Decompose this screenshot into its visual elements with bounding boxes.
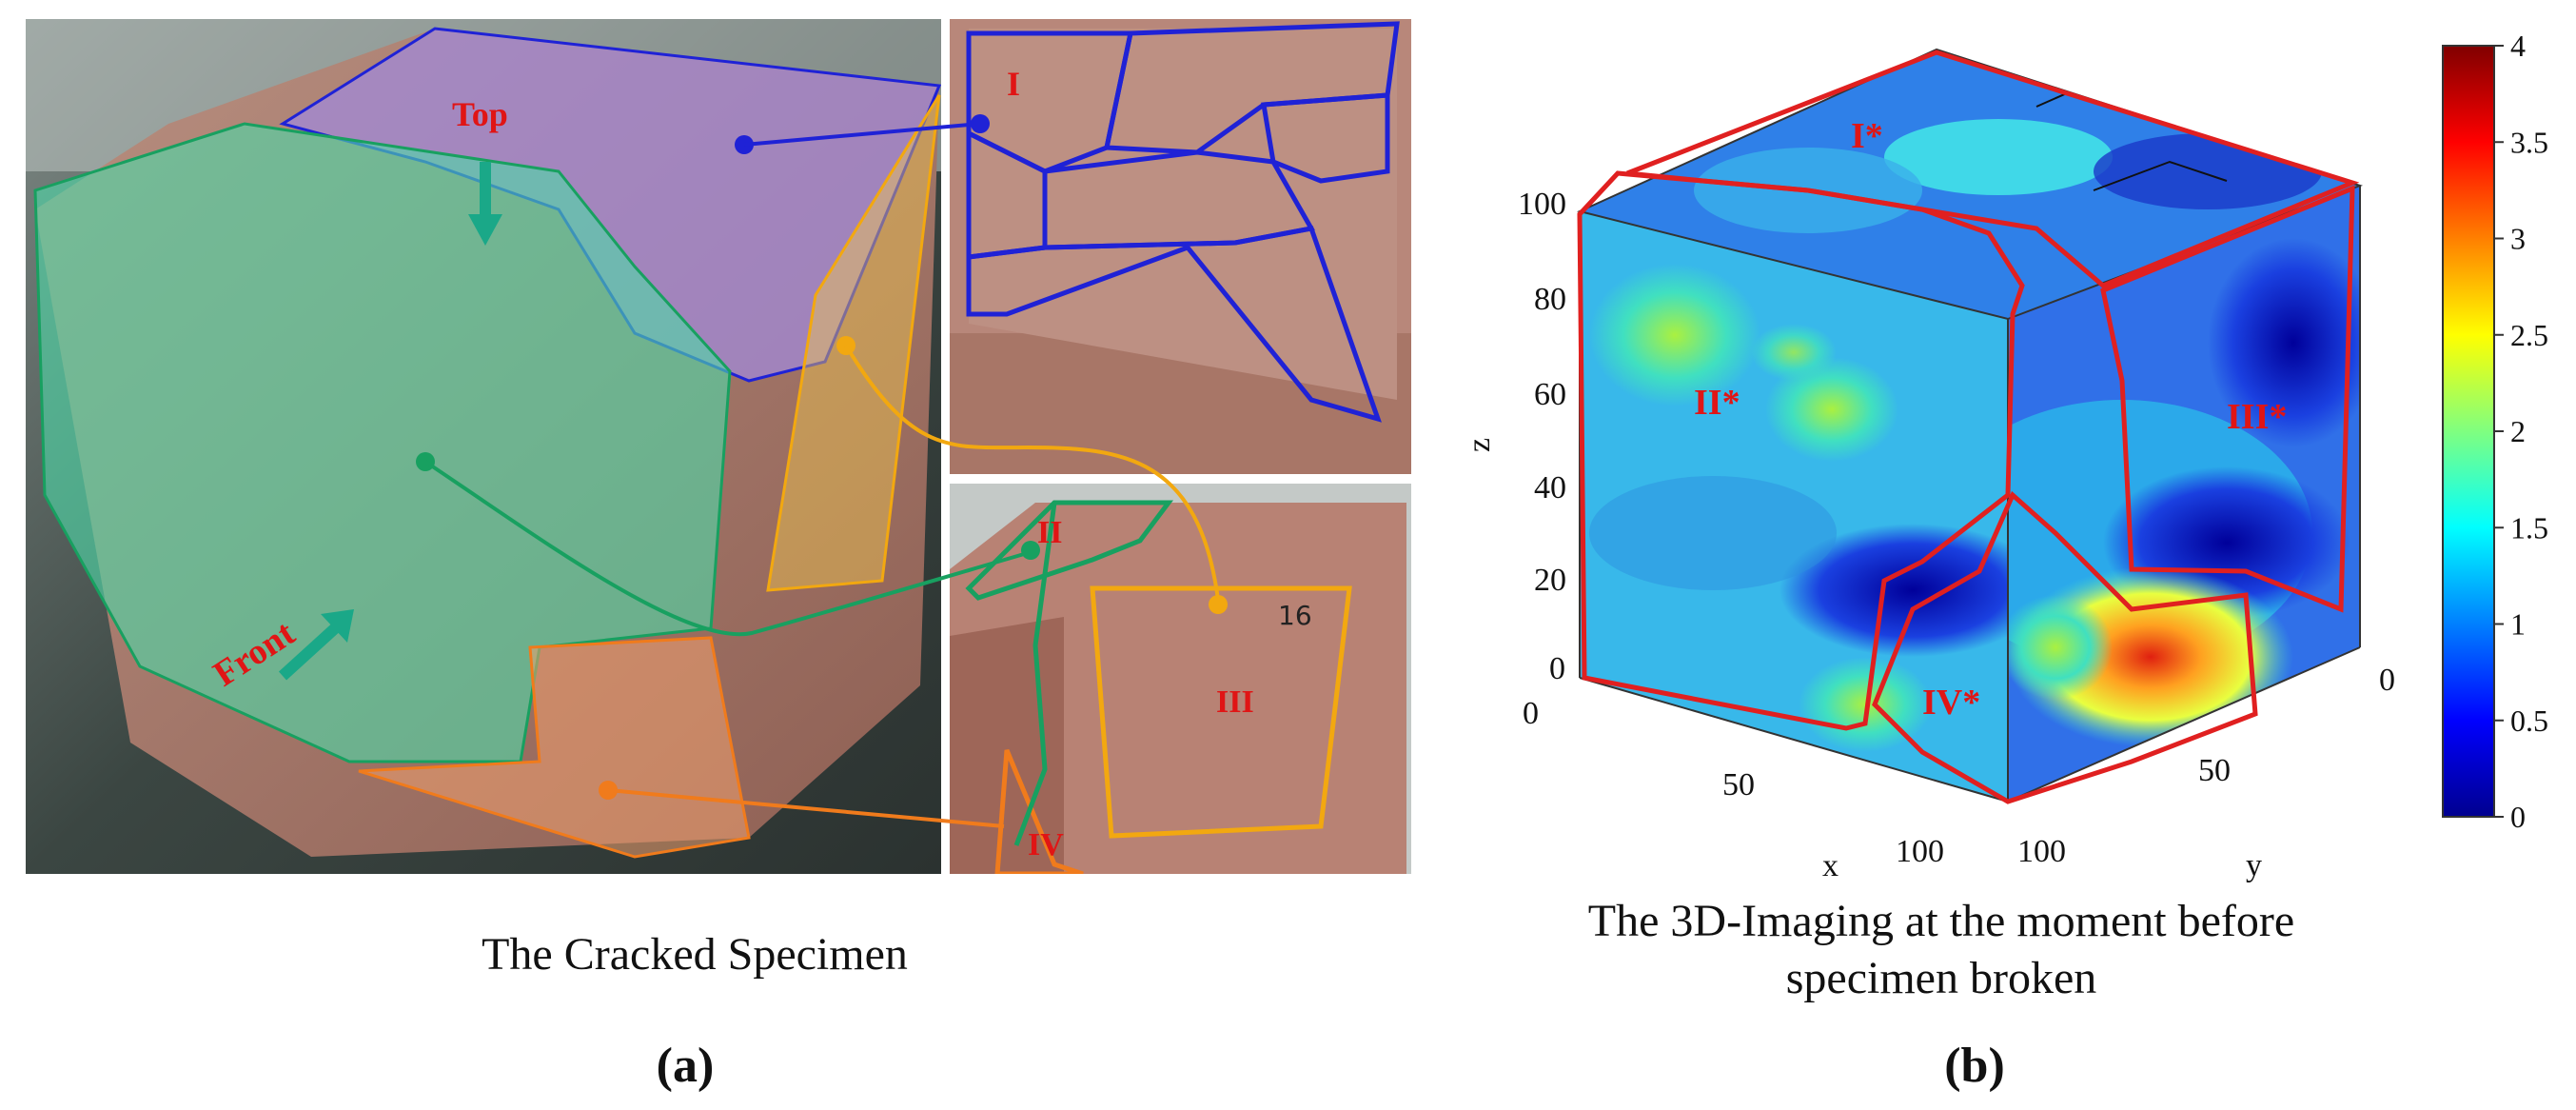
y-tick-50: 50 (2198, 753, 2231, 788)
main-specimen-illustration: Top Front (26, 19, 941, 874)
panel-b: I* II* III* IV* 100 80 60 40 20 0 z 0 50… (1462, 0, 2576, 952)
region-iii-label: III* (2227, 397, 2287, 437)
z-axis: 100 80 60 40 20 0 z (1462, 187, 1566, 686)
region-iii-outline (2100, 185, 2355, 613)
z-tick-80: 80 (1534, 282, 1566, 317)
panel-a-label: (a) (656, 1039, 715, 1093)
face-ii-iii-iv-photo: II III IV 16 (950, 484, 1411, 874)
specimen-mark-16: 16 (1278, 600, 1312, 631)
z-tick-0: 0 (1549, 651, 1565, 686)
x-axis: 0 50 100 x (1523, 696, 1944, 883)
panel-b-label: (b) (1944, 1039, 2005, 1093)
z-tick-60: 60 (1534, 377, 1566, 412)
y-tick-0: 0 (2379, 663, 2395, 698)
panel-b-caption-line1: The 3D-Imaging at the moment before (1587, 896, 2295, 946)
face-i-illustration: I (950, 19, 1411, 474)
colorbar-tick-label: 2.5 (2510, 318, 2548, 352)
colorbar-tick-label: 3 (2510, 222, 2526, 256)
z-tick-100: 100 (1518, 187, 1566, 222)
x-tick-0: 0 (1523, 696, 1539, 731)
region-ii-outline (1577, 170, 2025, 731)
tomography-cube: I* II* III* IV* 100 80 60 40 20 0 z 0 50… (1462, 29, 2548, 883)
region-iv-outline (1872, 490, 2258, 804)
faces-ii-iii-iv-illustration: II III IV 16 (950, 484, 1411, 874)
face-ii-label: II (1037, 515, 1062, 550)
panel-b-caption: The 3D-Imaging at the moment before (1465, 895, 2417, 948)
colorbar: 4 3.5 3 2.5 2 1.5 1 0.5 0 (2442, 29, 2548, 834)
top-label: Top (452, 95, 508, 133)
main-specimen-photo: Top Front (26, 19, 941, 874)
z-axis-label: z (1465, 438, 1497, 452)
y-tick-100: 100 (2017, 834, 2066, 869)
y-axis: 100 50 0 y (2017, 663, 2395, 883)
colorbar-tick-label: 1 (2510, 607, 2526, 642)
panel-a-caption: The Cracked Specimen (482, 929, 908, 980)
top-arrow-icon (468, 162, 502, 246)
colorbar-tick-label: 1.5 (2510, 510, 2548, 545)
front-anchor-dot (416, 452, 435, 471)
region-outlines (1577, 50, 2360, 804)
face-i-label: I (1007, 65, 1020, 103)
y-axis-label: y (2246, 848, 2262, 883)
face-i-outline (966, 21, 1400, 423)
colorbar-tick-label: 0.5 (2510, 704, 2548, 738)
colorbar-tick-label: 0 (2510, 800, 2526, 834)
region-ii-label: II* (1694, 383, 1740, 423)
region-iv-label: IV* (1922, 683, 1980, 723)
face-iii-label: III (1216, 684, 1254, 720)
face-iv-outline (994, 749, 1084, 874)
x-tick-100: 100 (1896, 834, 1944, 869)
region-i-label: I* (1851, 116, 1883, 156)
x-axis-label: x (1822, 848, 1839, 883)
top-anchor-dot (735, 135, 754, 154)
face-i-photo: I (950, 19, 1411, 474)
colorbar-tick-label: 4 (2510, 29, 2526, 63)
colorbar-tick-label: 2 (2510, 414, 2526, 448)
panel-b-caption-line2: specimen broken (1785, 953, 2097, 1003)
colorbar-gradient (2442, 45, 2495, 818)
face-iv-label: IV (1028, 827, 1064, 862)
bottom-anchor-dot (599, 781, 618, 800)
z-tick-40: 40 (1534, 470, 1566, 505)
front-arrow-icon (278, 609, 354, 681)
colorbar-tick-label: 3.5 (2510, 125, 2548, 159)
x-tick-50: 50 (1722, 767, 1755, 803)
right-anchor-dot (836, 336, 855, 355)
face-iii-outline (1090, 585, 1352, 839)
z-tick-20: 20 (1534, 563, 1566, 598)
